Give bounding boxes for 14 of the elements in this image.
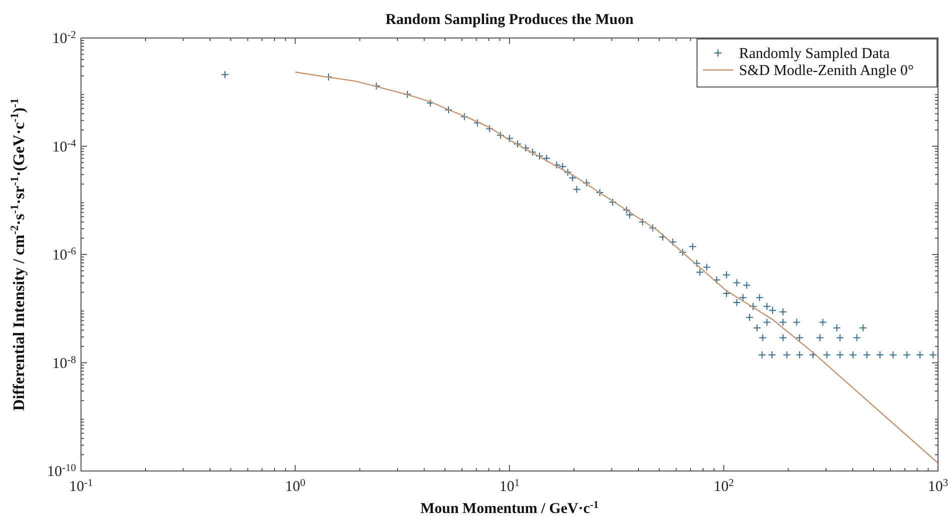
x-axis-title: Moun Momentum / GeV·c$^{-1}$ bbox=[420, 500, 599, 517]
x-tick-label: 10$^{1}$ bbox=[499, 478, 520, 495]
x-tick-label: 10$^{2}$ bbox=[714, 478, 734, 495]
y-tick-label: 10$^{-8}$ bbox=[52, 354, 76, 372]
x-tick-label: 10$^{0}$ bbox=[285, 478, 306, 495]
y-tick-label: 10$^{-4}$ bbox=[52, 138, 77, 156]
chart-title: Random Sampling Produces the Muon bbox=[385, 12, 634, 28]
x-tick-label: 10$^{3}$ bbox=[928, 478, 948, 495]
y-tick-label: 10$^{-2}$ bbox=[52, 30, 76, 47]
y-tick-label: 10$^{-6}$ bbox=[52, 246, 76, 264]
legend-label: S&D Modle-Zenith Angle 0° bbox=[739, 63, 914, 79]
y-tick-label: 10$^{-10}$ bbox=[47, 462, 76, 480]
legend-label: Randomly Sampled Data bbox=[739, 46, 890, 62]
x-tick-label: 10$^{-1}$ bbox=[69, 478, 93, 495]
